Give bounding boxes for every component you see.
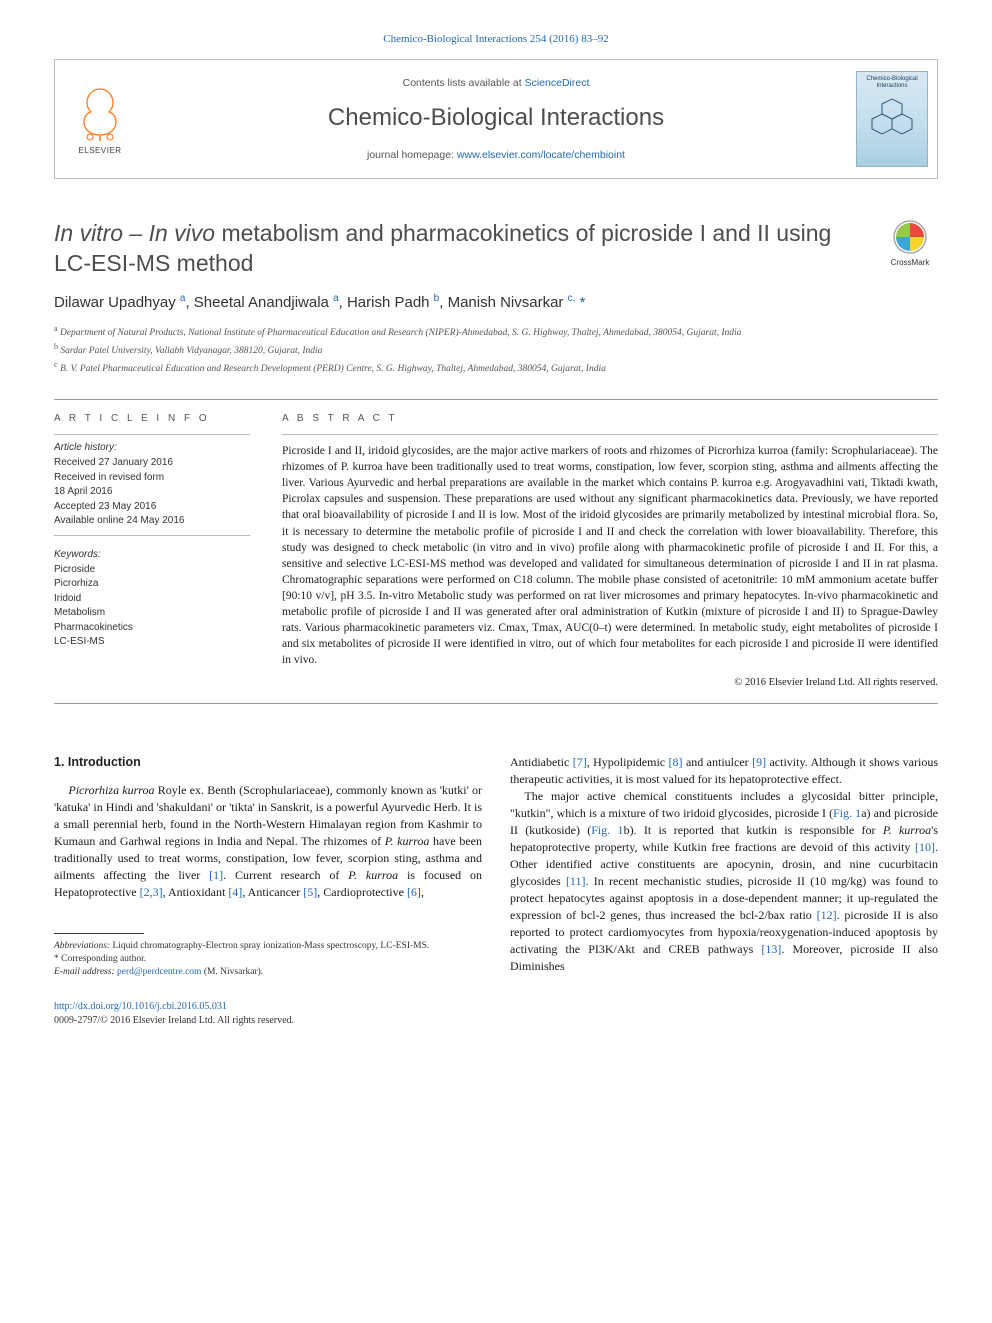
body-columns: 1. Introduction Picrorhiza kurroa Royle … — [54, 754, 938, 980]
abstract-text: Picroside I and II, iridoid glycosides, … — [282, 443, 938, 668]
keywords-label: Keywords: — [54, 548, 250, 562]
contents-available-line: Contents lists available at ScienceDirec… — [403, 76, 590, 91]
journal-cover: Chemico-Biological Interactions — [856, 71, 928, 167]
crossmark-badge[interactable]: CrossMark — [882, 219, 938, 268]
abstract-heading: A B S T R A C T — [282, 412, 938, 426]
publisher-logo-slot: ELSEVIER — [55, 60, 145, 178]
journal-name: Chemico-Biological Interactions — [328, 101, 664, 135]
affiliation-c: c B. V. Patel Pharmaceutical Education a… — [54, 359, 938, 377]
history-item: Accepted 23 May 2016 — [54, 500, 250, 515]
publisher-name: ELSEVIER — [78, 145, 121, 156]
elsevier-logo: ELSEVIER — [68, 82, 132, 156]
keyword: LC-ESI-MS — [54, 635, 250, 650]
keyword: Picroside — [54, 563, 250, 578]
contents-prefix: Contents lists available at — [403, 77, 525, 89]
history-list: Received 27 January 2016 Received in rev… — [54, 456, 250, 529]
article-title: In vitro – In vivo metabolism and pharma… — [54, 219, 866, 278]
column-left: 1. Introduction Picrorhiza kurroa Royle … — [54, 754, 482, 980]
doi-link[interactable]: http://dx.doi.org/10.1016/j.cbi.2016.05.… — [54, 1001, 227, 1012]
history-label: Article history: — [54, 441, 250, 455]
email-label: E-mail address: — [54, 967, 117, 977]
column-right: Antidiabetic [7], Hypolipidemic [8] and … — [510, 754, 938, 980]
footnote-rule — [54, 933, 144, 934]
history-item: Received in revised form — [54, 471, 250, 486]
crossmark-label: CrossMark — [891, 257, 930, 268]
homepage-line: journal homepage: www.elsevier.com/locat… — [367, 148, 625, 163]
intro-para-2a: Antidiabetic [7], Hypolipidemic [8] and … — [510, 754, 938, 788]
article-info-heading: A R T I C L E I N F O — [54, 412, 250, 426]
cover-molecule-icon — [867, 94, 917, 144]
issn-copyright: 0009-2797/© 2016 Elsevier Ireland Ltd. A… — [54, 1015, 294, 1026]
corresponding-line: * Corresponding author. — [54, 953, 482, 966]
journal-header: ELSEVIER Contents lists available at Sci… — [54, 59, 938, 179]
affiliation-b: b Sardar Patel University, Vallabh Vidya… — [54, 341, 938, 359]
history-item: Received 27 January 2016 — [54, 456, 250, 471]
keyword: Pharmacokinetics — [54, 621, 250, 636]
keyword: Picrorhiza — [54, 577, 250, 592]
keyword: Iridoid — [54, 592, 250, 607]
intro-para-1: Picrorhiza kurroa Royle ex. Benth (Scrop… — [54, 782, 482, 901]
homepage-prefix: journal homepage: — [367, 149, 457, 161]
cover-slot: Chemico-Biological Interactions — [847, 60, 937, 178]
elsevier-tree-icon — [73, 85, 127, 143]
affiliation-a: a Department of Natural Products, Nation… — [54, 323, 938, 341]
introduction-heading: 1. Introduction — [54, 754, 482, 772]
affiliations: a Department of Natural Products, Nation… — [54, 323, 938, 377]
authors-line: Dilawar Upadhyay a, Sheetal Anandjiwala … — [54, 292, 938, 313]
email-line: E-mail address: perd@perdcentre.com (M. … — [54, 966, 482, 979]
history-item: 18 April 2016 — [54, 485, 250, 500]
homepage-link[interactable]: www.elsevier.com/locate/chembioint — [457, 149, 625, 161]
top-citation: Chemico-Biological Interactions 254 (201… — [54, 32, 938, 47]
crossmark-icon — [892, 219, 928, 255]
keywords-list: Picroside Picrorhiza Iridoid Metabolism … — [54, 563, 250, 650]
page-footer: http://dx.doi.org/10.1016/j.cbi.2016.05.… — [54, 1000, 938, 1028]
email-person: (M. Nivsarkar). — [201, 967, 263, 977]
keyword: Metabolism — [54, 606, 250, 621]
footnotes: Abbreviations: Liquid chromatography-Ele… — [54, 940, 482, 980]
abstract-panel: A B S T R A C T Picroside I and II, irid… — [264, 400, 938, 703]
article-info-panel: A R T I C L E I N F O Article history: R… — [54, 400, 264, 703]
abbrev-line: Abbreviations: Liquid chromatography-Ele… — [54, 940, 482, 953]
history-item: Available online 24 May 2016 — [54, 514, 250, 529]
abstract-copyright: © 2016 Elsevier Ireland Ltd. All rights … — [282, 676, 938, 691]
corresponding-email-link[interactable]: perd@perdcentre.com — [117, 967, 201, 977]
intro-para-2b: The major active chemical constituents i… — [510, 788, 938, 975]
cover-title: Chemico-Biological Interactions — [861, 76, 923, 89]
sciencedirect-link[interactable]: ScienceDirect — [525, 77, 590, 89]
